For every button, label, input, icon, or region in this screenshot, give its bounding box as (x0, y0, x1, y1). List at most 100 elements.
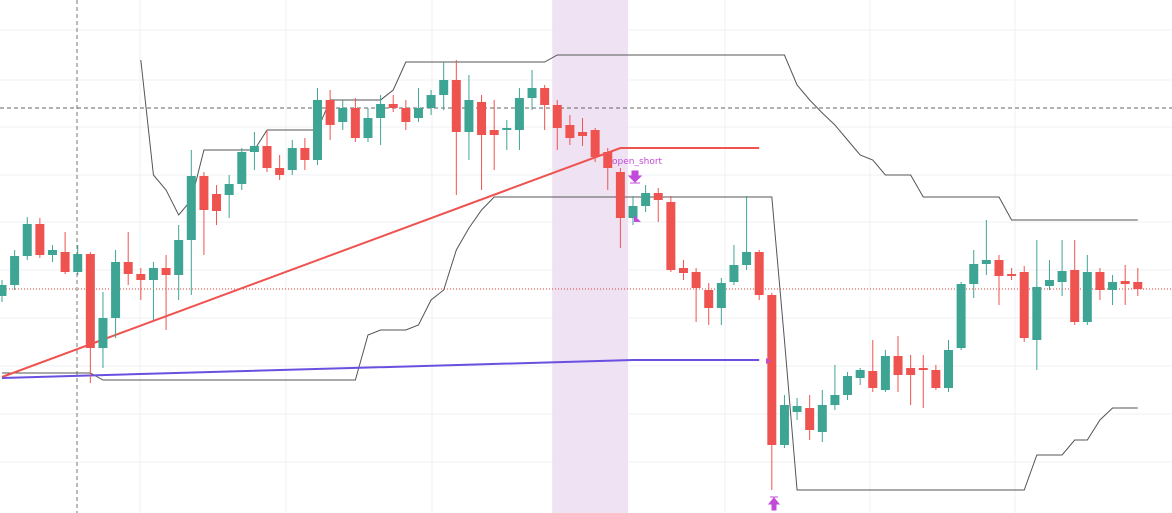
candle-body (300, 148, 310, 160)
candle-body (148, 268, 158, 280)
candle-body (1032, 287, 1042, 340)
candle-body (439, 80, 449, 95)
signal-triangle (634, 215, 641, 222)
candle-body (729, 265, 739, 282)
candle-body (1019, 272, 1029, 338)
candle-body (931, 370, 941, 388)
candle-body (338, 108, 348, 122)
candle-body (666, 202, 676, 270)
candle-body (161, 268, 171, 275)
candle-body (502, 128, 512, 130)
candle-body (565, 125, 575, 138)
candle-body (287, 148, 297, 170)
candle-body (376, 104, 386, 118)
candle-body (969, 264, 979, 284)
highlight (552, 0, 628, 513)
signal-arrow (627, 170, 643, 184)
trend-line (1, 359, 760, 379)
candle-body (1007, 274, 1017, 276)
candle-body (212, 194, 222, 211)
candle-body (199, 176, 209, 210)
candle-body (527, 88, 537, 98)
candle-body (805, 408, 815, 430)
candle-body (754, 252, 764, 295)
candle-body (691, 272, 701, 288)
candle-body (994, 260, 1004, 276)
candle-body (35, 224, 45, 255)
candle-body (313, 100, 322, 160)
candle-body (237, 152, 247, 184)
candle-body (830, 395, 840, 405)
candle-body (350, 108, 360, 138)
candle-body (716, 283, 726, 308)
candle-body (767, 295, 777, 445)
candle-body (1070, 270, 1080, 322)
candle-body (451, 80, 461, 132)
candle-body (906, 368, 916, 375)
candle-body (792, 406, 802, 412)
candle-body (477, 102, 487, 135)
candle-body (426, 95, 436, 108)
candle-body (944, 350, 953, 388)
candle-body (401, 108, 411, 122)
candle-body (514, 98, 524, 130)
candle-body (363, 118, 373, 138)
candle-body (73, 254, 83, 272)
trend-line (1, 147, 760, 378)
candle-body (22, 224, 32, 256)
candle-body (123, 262, 133, 274)
candle-body (843, 376, 853, 395)
candle-body (981, 260, 991, 264)
candle-body (868, 371, 878, 388)
candle-body (85, 254, 95, 348)
candle-body (742, 252, 752, 265)
upper-band (140, 54, 1138, 221)
candle-body (1133, 282, 1143, 289)
candle-body (1044, 280, 1054, 286)
candle-body (10, 256, 20, 285)
candle-body (1120, 281, 1130, 284)
candle-body (413, 108, 423, 118)
candle-body (704, 290, 714, 308)
candle-body (249, 146, 259, 152)
candle-body (817, 405, 827, 432)
candle-body (136, 274, 146, 280)
candle-body (325, 100, 335, 125)
candle-body (174, 240, 184, 275)
candle-body (275, 168, 285, 175)
signal-marker (766, 358, 771, 364)
signal-arrow (767, 496, 781, 511)
candle-body (1082, 272, 1092, 322)
candle-body (653, 193, 663, 200)
candle-body (578, 132, 588, 136)
lower-band (2, 196, 1138, 491)
candle-body (590, 130, 600, 157)
candle-body (628, 206, 638, 218)
candle-body (47, 250, 57, 255)
candle-body (552, 105, 562, 128)
candle-body (880, 356, 890, 390)
candle-body (224, 184, 234, 195)
candle-body (540, 88, 550, 105)
candle-body (1095, 272, 1105, 290)
candle-body (779, 405, 789, 445)
candle-body (388, 104, 398, 108)
candle-body (956, 284, 966, 348)
candle-body (98, 318, 108, 348)
candle-body (603, 152, 613, 168)
candle-body (489, 130, 499, 135)
candle-body (186, 176, 196, 240)
candle-body (60, 252, 70, 272)
candle-body (893, 356, 903, 375)
annotation: open_short (612, 157, 663, 167)
candle-body (1057, 271, 1067, 282)
candle-body (464, 100, 474, 132)
candle-body (0, 285, 7, 296)
candle-body (918, 368, 928, 370)
candle-body (678, 268, 688, 273)
candle-body (262, 146, 272, 168)
candle-body (1108, 282, 1118, 290)
candle-body (855, 370, 865, 378)
